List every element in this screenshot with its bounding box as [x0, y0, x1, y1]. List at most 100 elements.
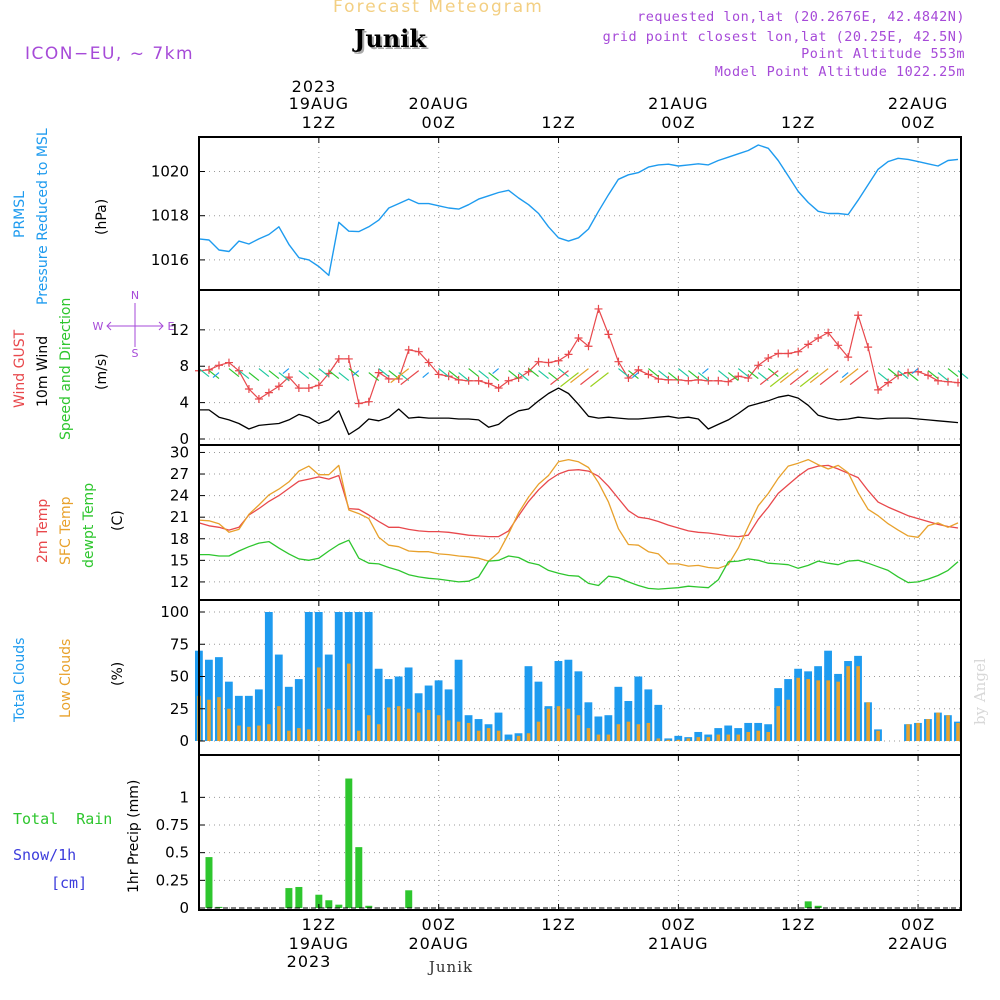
low-cloud-bar	[876, 730, 880, 741]
wind-direction-arrow	[338, 372, 350, 382]
total-cloud-bar	[524, 666, 533, 741]
y-tick-label: 75	[170, 635, 189, 653]
low-cloud-bar	[826, 680, 830, 741]
pressure-label-desc: Pressure Reduced to MSL	[35, 128, 51, 305]
wind-speed-line	[199, 387, 959, 436]
gust-point	[624, 374, 633, 383]
gust-point	[404, 345, 413, 354]
low-cloud-bar	[217, 697, 221, 741]
low-cloud-bar	[926, 719, 930, 741]
wind-direction-arrow	[298, 370, 310, 380]
y-tick-label: 15	[170, 551, 189, 569]
gust-point	[254, 394, 263, 403]
wind-unit: (m/s)	[94, 353, 110, 390]
total-cloud-bar	[354, 612, 363, 741]
total-cloud-bar	[374, 668, 383, 741]
total-cloud-bar	[474, 719, 483, 741]
rain-bar	[814, 905, 822, 908]
gust-point	[554, 356, 563, 365]
watermark: by Angel	[971, 658, 989, 725]
rain-bar	[345, 778, 353, 908]
gust-line	[198, 308, 959, 405]
wind-direction-arrow	[422, 372, 430, 379]
gust-point	[374, 368, 383, 377]
low-cloud-bar	[546, 708, 551, 741]
low-cloud-bar	[686, 738, 691, 741]
gust-point	[434, 370, 443, 379]
wind-direction-arrow	[737, 368, 749, 378]
time-tick-label-bottom: 22AUG	[888, 934, 948, 953]
gust-point	[644, 370, 653, 379]
wind-direction-arrow	[697, 372, 709, 382]
time-tick-label-top: 12Z	[541, 113, 575, 132]
wind-direction-arrow	[212, 372, 220, 379]
low-cloud-bar	[327, 708, 331, 741]
gust-point	[804, 340, 813, 349]
rain-bar	[315, 894, 323, 908]
total-cloud-bar	[614, 686, 623, 741]
rain-bar	[215, 906, 223, 908]
wind-direction-arrow	[767, 368, 779, 378]
total-cloud-bar	[634, 676, 643, 741]
gust-point	[284, 373, 293, 382]
gust-point	[504, 376, 513, 385]
total-cloud-bar	[534, 681, 543, 741]
low-cloud-bar	[566, 708, 571, 741]
total-cloud-bar	[574, 671, 583, 741]
wind-direction-arrow	[841, 372, 849, 379]
gust-point	[334, 354, 343, 363]
low-cloud-bar	[536, 721, 541, 741]
total-cloud-bar	[364, 612, 373, 741]
wind-gust-label: Wind GUST	[12, 329, 28, 408]
snow-unit-label: [cm]	[51, 874, 87, 892]
point-altitude: Point Altitude 553m	[801, 46, 965, 62]
time-tick-label-bottom: 19AUG	[289, 934, 349, 953]
low-cloud-bar	[916, 722, 920, 741]
low-cloud-bar	[736, 734, 741, 741]
total-cloud-bar	[334, 612, 343, 741]
low-cloud-bar	[406, 708, 411, 741]
wind-direction-arrow	[668, 372, 679, 382]
total-cloud-bar	[444, 689, 453, 741]
wind-direction-arrow	[528, 368, 539, 378]
gust-point	[594, 304, 603, 313]
wind-direction-arrow	[947, 368, 959, 378]
gust-point	[564, 350, 573, 359]
gust-point	[424, 358, 433, 367]
gust-point	[484, 379, 493, 388]
rain-bar	[295, 886, 303, 908]
gust-point	[534, 357, 543, 366]
time-tick-label-top: 19AUG	[289, 94, 349, 113]
time-tick-label-bottom: 12Z	[781, 915, 815, 934]
model-label: ICON−EU, ~ 7km	[25, 44, 195, 64]
wind-direction-arrow	[278, 372, 290, 382]
low-cloud-bar	[297, 728, 301, 741]
gust-point	[944, 377, 953, 386]
gust-point	[214, 361, 223, 370]
gust-point	[224, 358, 233, 367]
low-cloud-bar	[856, 666, 860, 741]
gust-point	[294, 384, 303, 393]
total-cloud-bar	[504, 734, 513, 741]
wind-direction-arrow	[687, 370, 699, 380]
location-title: Junik	[354, 24, 426, 53]
y-tick-label: 8	[179, 357, 189, 375]
low-cloud-bar	[866, 702, 870, 741]
gust-point	[814, 334, 823, 343]
low-cloud-bar	[816, 680, 820, 741]
wind-direction-arrow	[747, 370, 759, 380]
wind-direction-arrow	[508, 370, 519, 380]
gust-point	[604, 330, 613, 339]
low-cloud-bar	[207, 699, 211, 741]
wind-direction-arrow	[390, 368, 410, 384]
time-tick-label-bottom: 12Z	[541, 915, 575, 934]
rain-bar	[804, 901, 812, 908]
wind-direction-arrow	[648, 368, 659, 378]
model-altitude: Model Point Altitude 1022.25m	[714, 64, 965, 80]
wind-direction-arrow	[769, 372, 789, 388]
wind-direction-arrow	[282, 368, 290, 375]
low-cloud-bar	[846, 666, 850, 741]
temp-2m-label: 2m Temp	[35, 499, 51, 563]
wind-direction-arrow	[717, 370, 729, 380]
total-cloud-bar	[264, 612, 273, 741]
